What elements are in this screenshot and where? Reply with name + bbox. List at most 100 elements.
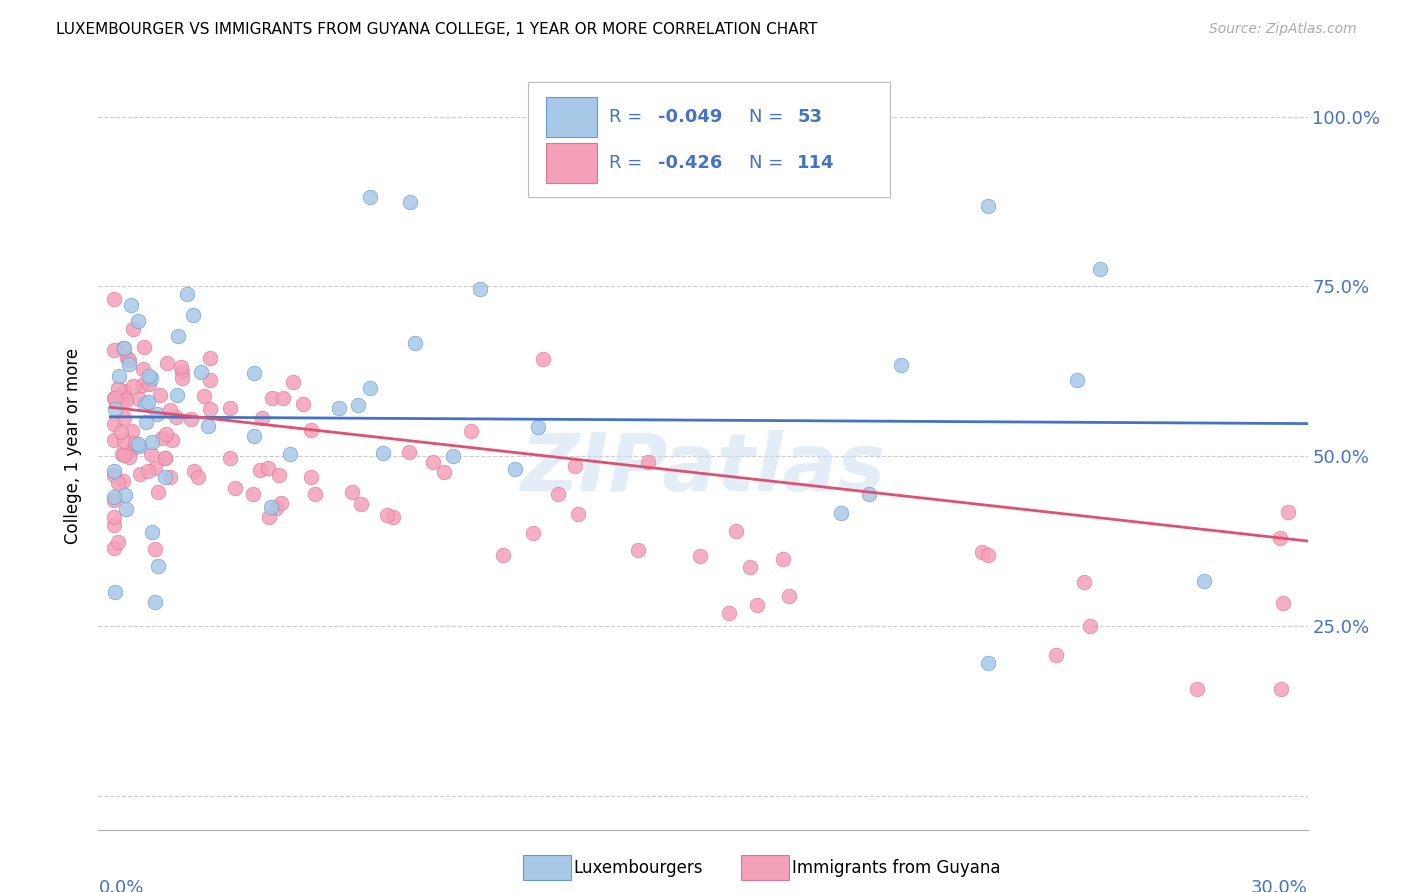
Point bbox=[187, 470, 209, 484]
Point bbox=[103, 392, 125, 406]
Point bbox=[404, 336, 426, 351]
FancyBboxPatch shape bbox=[546, 143, 596, 183]
Point bbox=[1073, 575, 1095, 590]
Point bbox=[112, 410, 135, 425]
Point bbox=[117, 351, 139, 366]
Point bbox=[160, 433, 183, 447]
Point bbox=[159, 470, 181, 484]
Point bbox=[433, 466, 456, 480]
Point bbox=[267, 468, 290, 483]
Point bbox=[977, 199, 1000, 213]
Point bbox=[468, 282, 491, 296]
Point bbox=[124, 435, 146, 450]
Point bbox=[197, 418, 219, 433]
Point bbox=[114, 488, 136, 502]
Point bbox=[138, 464, 160, 478]
Point bbox=[193, 389, 215, 403]
Point bbox=[150, 431, 173, 445]
Point bbox=[103, 518, 125, 533]
Point bbox=[121, 322, 143, 336]
Text: -0.426: -0.426 bbox=[658, 154, 723, 172]
Point bbox=[143, 595, 166, 609]
Point bbox=[375, 508, 398, 522]
Point bbox=[278, 447, 301, 461]
Point bbox=[460, 424, 482, 438]
Point bbox=[219, 401, 242, 416]
Point bbox=[166, 388, 188, 402]
Point bbox=[259, 500, 281, 514]
Point bbox=[107, 475, 129, 490]
Text: 53: 53 bbox=[797, 108, 823, 126]
Point bbox=[110, 425, 132, 440]
Point bbox=[505, 462, 527, 476]
Point bbox=[128, 467, 150, 482]
Point bbox=[155, 470, 177, 484]
Text: R =: R = bbox=[609, 154, 648, 172]
Point bbox=[112, 448, 135, 462]
Point bbox=[120, 442, 142, 457]
Point bbox=[107, 381, 129, 395]
Point bbox=[283, 375, 305, 389]
Point bbox=[1192, 574, 1215, 589]
Text: 114: 114 bbox=[797, 154, 835, 172]
Point bbox=[1088, 262, 1111, 277]
Point bbox=[127, 314, 149, 328]
Point bbox=[347, 398, 370, 412]
Point bbox=[890, 358, 912, 372]
Point bbox=[103, 467, 125, 482]
Point bbox=[141, 435, 163, 450]
Point bbox=[547, 487, 569, 501]
Point bbox=[146, 559, 169, 574]
Point bbox=[1078, 618, 1101, 632]
Text: -0.049: -0.049 bbox=[658, 108, 723, 126]
Point bbox=[492, 548, 515, 562]
Point bbox=[270, 496, 292, 510]
Point bbox=[441, 449, 464, 463]
Point bbox=[627, 543, 650, 558]
Point bbox=[183, 308, 205, 322]
Point bbox=[103, 510, 125, 524]
FancyBboxPatch shape bbox=[527, 81, 890, 197]
Point bbox=[299, 423, 322, 437]
Point bbox=[138, 369, 160, 384]
Point bbox=[219, 450, 242, 465]
Text: LUXEMBOURGER VS IMMIGRANTS FROM GUYANA COLLEGE, 1 YEAR OR MORE CORRELATION CHART: LUXEMBOURGER VS IMMIGRANTS FROM GUYANA C… bbox=[56, 22, 818, 37]
Point bbox=[260, 391, 283, 405]
Point bbox=[139, 447, 162, 461]
Point bbox=[120, 298, 142, 312]
Point bbox=[172, 365, 194, 379]
FancyBboxPatch shape bbox=[546, 97, 596, 136]
Point bbox=[136, 394, 159, 409]
Point bbox=[242, 486, 264, 500]
Point bbox=[170, 370, 193, 384]
Point bbox=[103, 343, 125, 357]
Point bbox=[259, 509, 281, 524]
Point bbox=[103, 464, 125, 478]
Point bbox=[170, 360, 193, 375]
Point bbox=[112, 341, 135, 355]
Point bbox=[145, 542, 167, 557]
Point bbox=[103, 493, 125, 508]
Point bbox=[127, 437, 149, 451]
Point bbox=[112, 384, 135, 398]
Point bbox=[689, 549, 711, 563]
Point bbox=[153, 450, 176, 465]
Point bbox=[131, 378, 153, 392]
Point bbox=[143, 461, 166, 475]
Point bbox=[250, 410, 273, 425]
Point bbox=[772, 552, 794, 566]
Point bbox=[141, 524, 163, 539]
Point bbox=[1185, 681, 1208, 696]
Point bbox=[159, 402, 181, 417]
Point bbox=[114, 390, 136, 404]
Point bbox=[301, 470, 323, 484]
Point bbox=[371, 446, 394, 460]
Point bbox=[121, 425, 143, 439]
Point bbox=[104, 391, 127, 405]
Point bbox=[139, 370, 162, 384]
Point bbox=[128, 439, 150, 453]
Point bbox=[533, 351, 555, 366]
Point bbox=[778, 590, 800, 604]
Text: 30.0%: 30.0% bbox=[1251, 880, 1308, 892]
Point bbox=[1272, 596, 1295, 610]
